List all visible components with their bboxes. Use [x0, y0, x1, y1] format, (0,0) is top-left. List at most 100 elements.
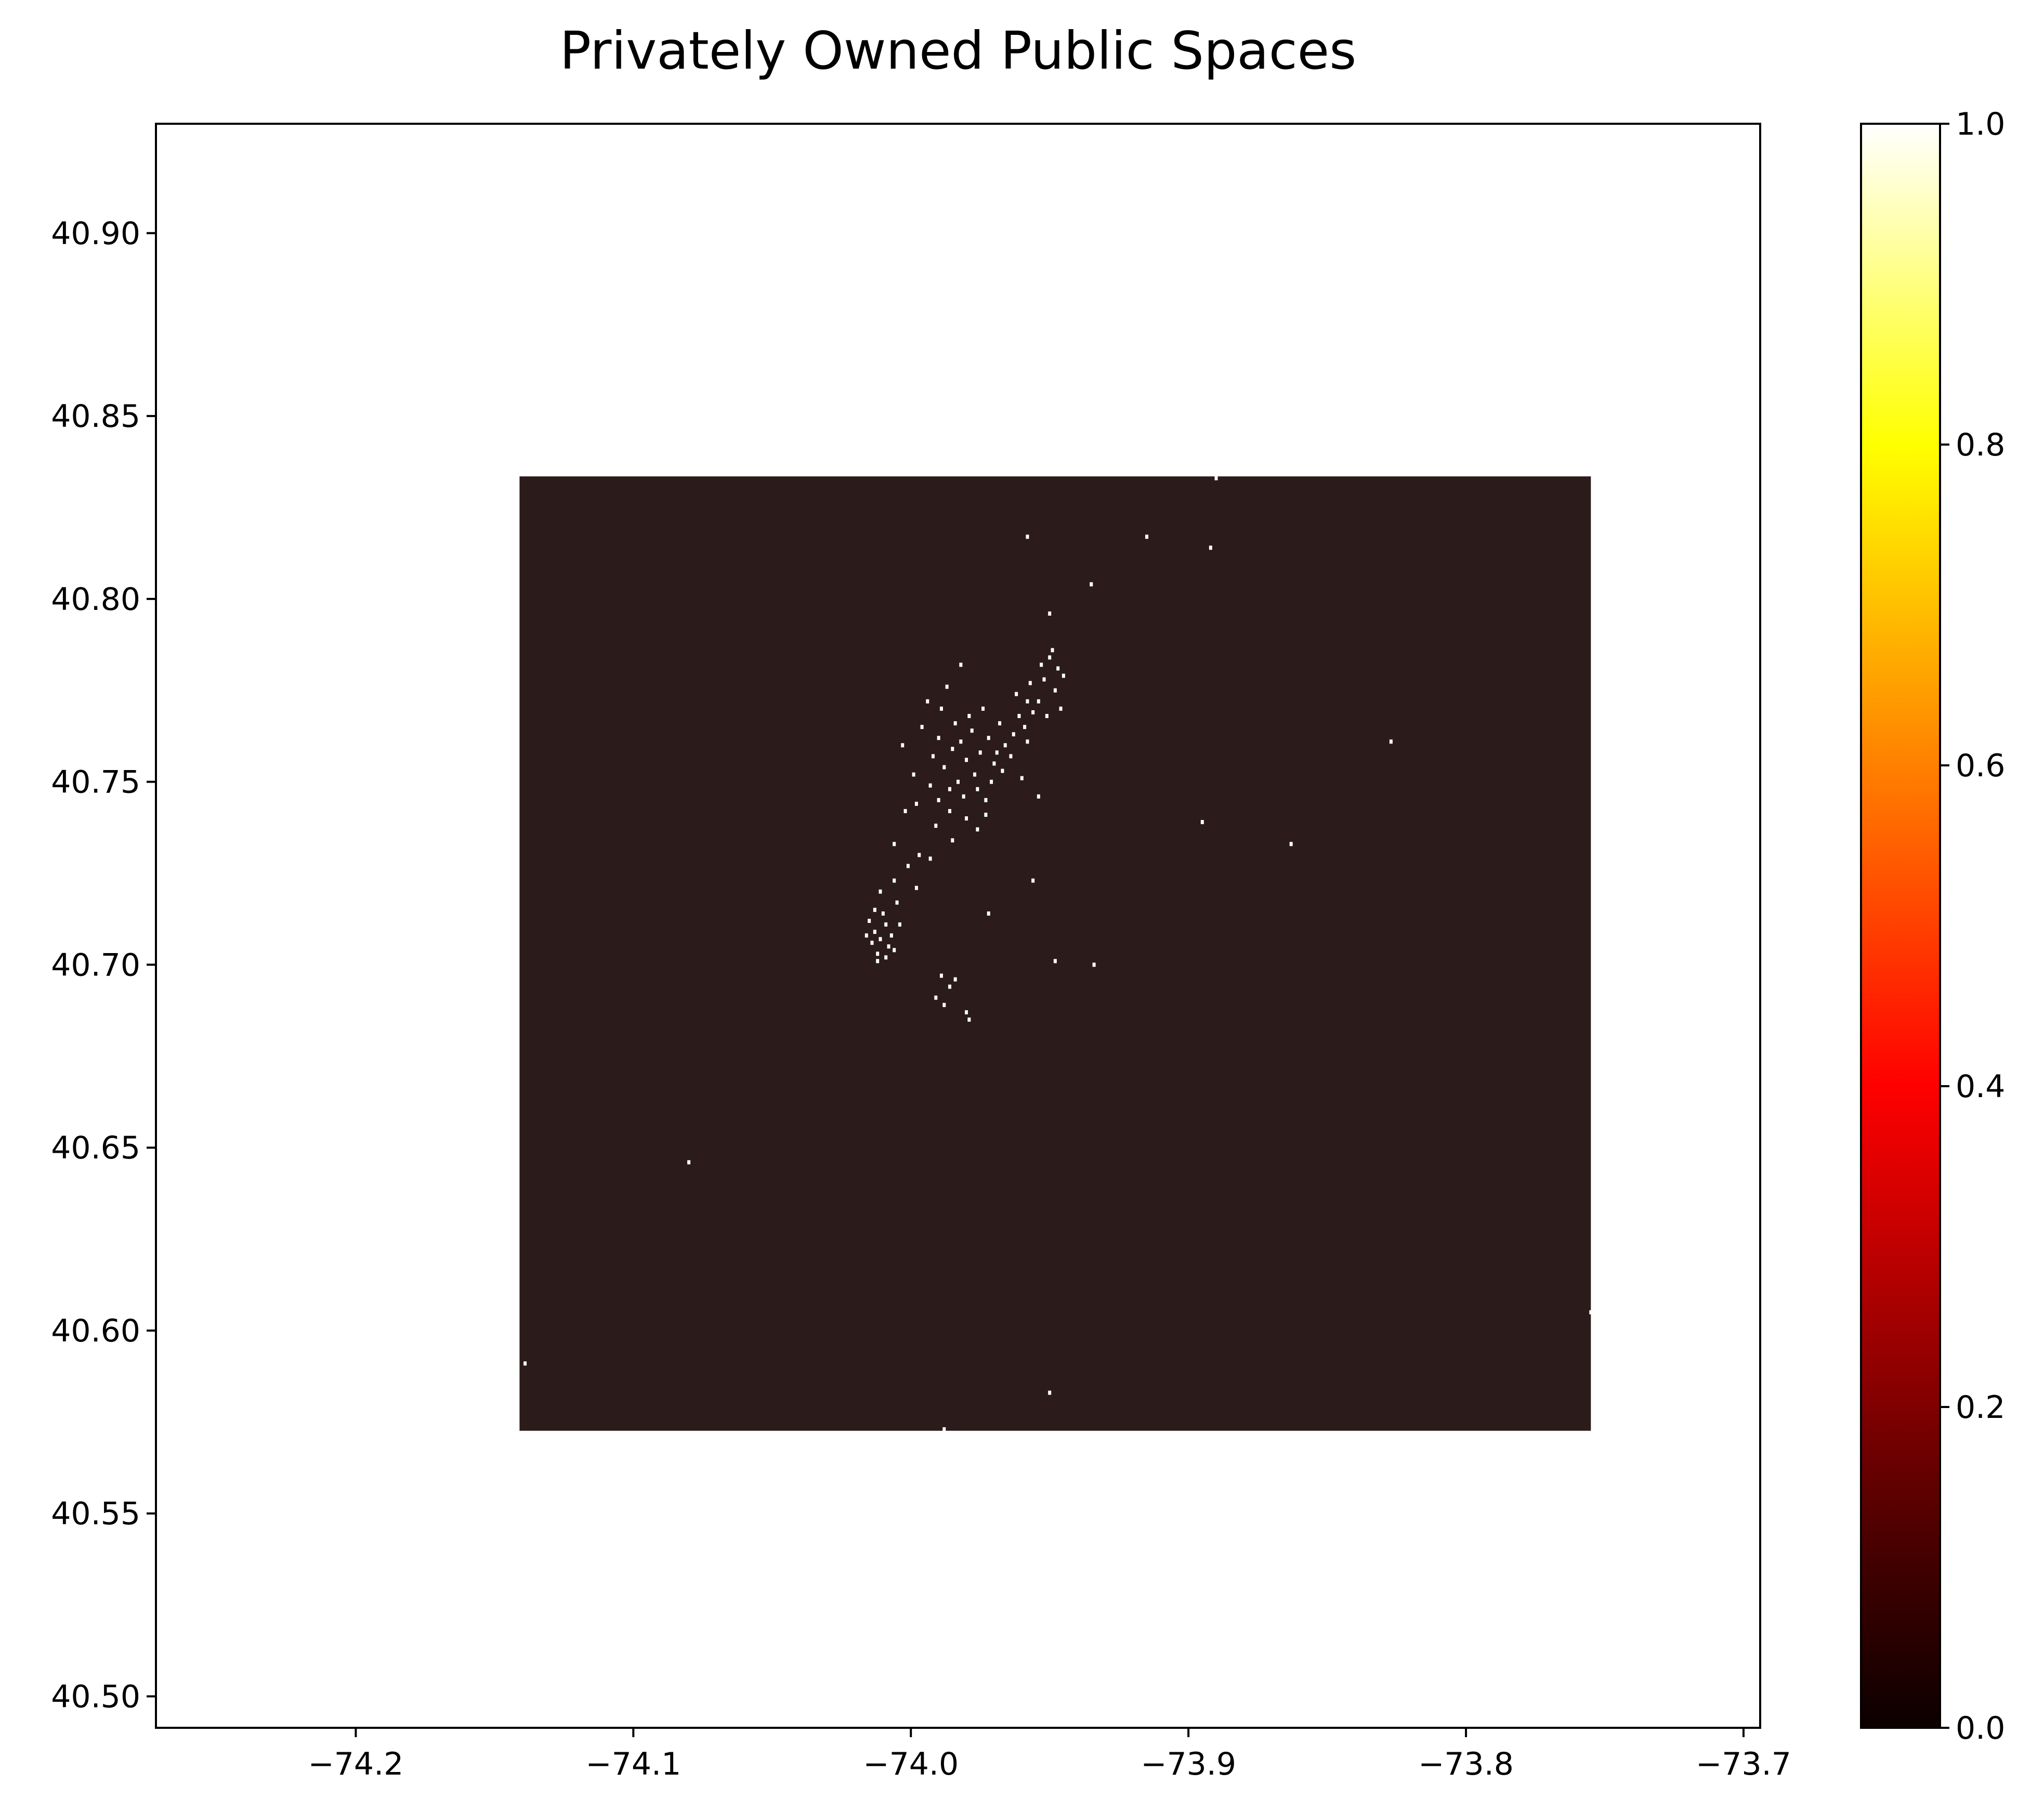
hotspot-cell [1026, 699, 1029, 703]
hotspot-cell [1053, 688, 1057, 693]
hotspot-cell [945, 684, 949, 689]
hotspot-cell [965, 758, 968, 762]
hotspot-cell [984, 812, 988, 817]
hotspot-cell [962, 794, 965, 799]
hotspot-cell [876, 959, 880, 963]
hotspot-cell [1026, 739, 1029, 744]
hotspot-cell [1289, 842, 1293, 846]
hotspot-cell [967, 1017, 971, 1022]
colorbar-gradient [1861, 124, 1940, 1728]
hotspot-cell [1009, 754, 1013, 759]
hotspot-cell [992, 761, 996, 766]
hotspot-cell [942, 765, 946, 770]
hotspot-cell [1012, 732, 1015, 737]
heatmap-grid [519, 476, 1591, 1431]
hotspot-cell [942, 1427, 946, 1431]
colorbar-tick-label: 0.2 [1956, 1389, 2005, 1426]
hotspot-cell [1017, 714, 1021, 719]
hotspot-cell [1051, 648, 1054, 653]
hotspot-cell [1031, 878, 1035, 883]
hotspot-cell [942, 1002, 946, 1007]
hotspot-cell [912, 772, 915, 777]
hotspot-cell [898, 922, 901, 927]
hotspot-cell [973, 772, 977, 777]
hotspot-cell [987, 736, 990, 740]
colorbar-tick-label: 0.0 [1956, 1710, 2005, 1747]
hotspot-cell [1090, 582, 1093, 587]
hotspot-cell [1001, 768, 1004, 773]
hotspot-cell [1048, 655, 1052, 660]
hotspot-cell [881, 911, 885, 916]
hotspot-cell [868, 919, 871, 923]
hotspot-cell [1028, 681, 1032, 685]
x-tick-label: −73.7 [1696, 1746, 1791, 1782]
y-tick-label: 40.90 [51, 215, 140, 252]
hotspot-cell [1020, 776, 1024, 780]
hotspot-cell [939, 973, 943, 978]
colorbar: 0.0 0.2 0.4 0.6 0.8 1.0 [1860, 106, 2005, 1747]
hotspot-cell [934, 824, 938, 828]
hotspot-cell [998, 721, 1002, 726]
hotspot-cell [1037, 794, 1040, 799]
hotspot-cell [959, 739, 963, 744]
hotspot-cell [914, 801, 918, 806]
hotspot-cell [873, 930, 876, 934]
hotspot-cell [906, 864, 910, 868]
hotspot-cell [1037, 699, 1040, 703]
hotspot-cell [1092, 962, 1096, 967]
colorbar-tick-label: 0.4 [1956, 1069, 2005, 1105]
x-tick-label: −73.8 [1418, 1746, 1514, 1782]
plot-area [155, 123, 1761, 1729]
hotspot-cell [1026, 535, 1029, 539]
x-tick-label: −74.0 [863, 1746, 959, 1782]
colorbar-tick-label: 1.0 [1956, 106, 2005, 142]
hotspot-cell [1048, 611, 1052, 616]
hotspot-cell [1040, 662, 1043, 667]
x-tick-label: −74.2 [308, 1746, 403, 1782]
hotspot-cell [1214, 476, 1218, 480]
hotspot-cell [1145, 535, 1149, 539]
y-tick-label: 40.85 [51, 398, 140, 435]
colorbar-tick-label: 0.8 [1956, 427, 2005, 463]
hotspot-cell [893, 878, 896, 883]
colorbar-tick-label: 0.6 [1956, 748, 2005, 784]
hotspot-cell [1048, 1390, 1052, 1395]
hotspot-cell [957, 779, 960, 784]
hotspot-cell [873, 907, 876, 912]
y-tick-label: 40.60 [51, 1313, 140, 1349]
x-tick-label: −74.1 [585, 1746, 681, 1782]
hotspot-cell [1200, 820, 1204, 825]
hotspot-cell [981, 706, 985, 711]
hotspot-cell [1045, 714, 1049, 719]
hotspot-cell [951, 747, 954, 751]
hotspot-cell [995, 750, 999, 755]
hotspot-cell [1003, 743, 1007, 748]
hotspot-cell [1023, 725, 1027, 729]
hotspot-cell [931, 754, 935, 759]
x-axis: −74.2 −74.1 −74.0 −73.9 −73.8 −73.7 [308, 1728, 1791, 1782]
hotspot-cell [970, 728, 974, 733]
hotspot-cell [928, 856, 932, 861]
hotspot-cell [965, 1010, 968, 1014]
hotspot-cell [879, 889, 882, 894]
hotspot-cell [987, 911, 990, 916]
hotspot-cell [965, 816, 968, 821]
hotspot-cell [967, 714, 971, 719]
plot-frame [155, 123, 1761, 1729]
hotspot-cell [1209, 545, 1212, 550]
hotspot-cell [1015, 692, 1018, 696]
hotspot-cell [928, 783, 932, 788]
hotspot-cell [918, 853, 921, 857]
hotspot-cell [948, 809, 951, 813]
hotspot-cell [1056, 666, 1060, 671]
hotspot-cell [939, 706, 943, 711]
hotspot-cell [1389, 739, 1393, 744]
hotspot-cell [1053, 959, 1057, 963]
hotspot-cell [1062, 673, 1065, 678]
hotspot-cell [1059, 706, 1063, 711]
hotspot-cell [953, 977, 957, 982]
y-tick-label: 40.70 [51, 947, 140, 983]
hotspot-cell [920, 725, 924, 729]
hotspot-cell [884, 955, 888, 960]
